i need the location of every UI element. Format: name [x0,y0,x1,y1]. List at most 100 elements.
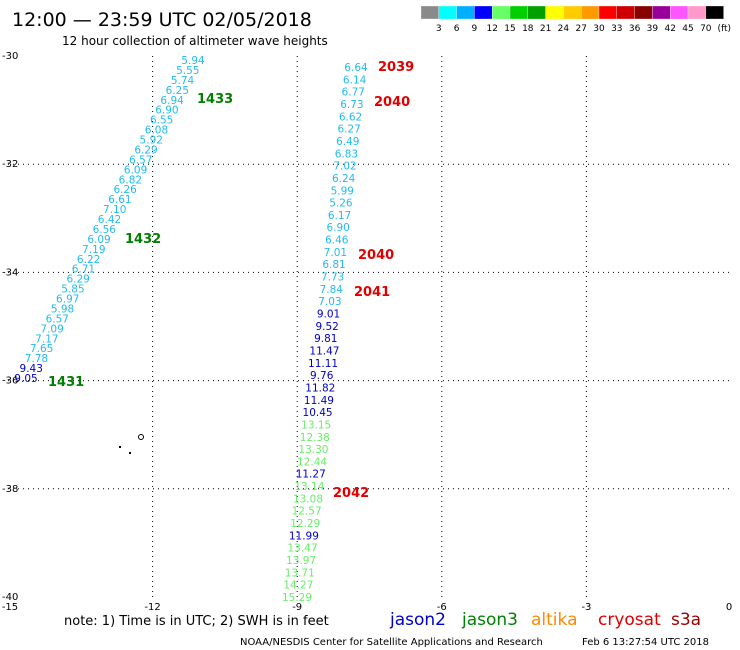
swh-reading: 7.84 [320,284,344,296]
colorbar-label: 9 [472,24,478,34]
swh-reading: 6.42 [98,214,121,226]
x-tick-label: -15 [2,602,18,613]
swh-reading: 6.49 [336,136,359,148]
colorbar-label: 30 [593,24,605,34]
swh-reading: 12.38 [300,432,330,444]
pass-time-label: 2039 [378,60,414,75]
swh-reading: 11.47 [309,345,339,357]
swh-reading: 5.98 [51,303,74,315]
swh-reading: 6.22 [77,254,100,266]
swh-reading: 6.82 [119,174,142,186]
swh-reading: 7.10 [103,204,126,216]
swh-reading: 6.46 [325,235,349,247]
satellite-legend: jason2 jason3 altika cryosat s3a [389,610,701,630]
y-tick-label: -40 [2,592,18,603]
pass-time-label: 2040 [358,248,394,263]
swh-reading: 7.02 [333,161,356,173]
swh-reading: 5.85 [61,284,84,296]
swh-reading: 13.47 [287,543,317,555]
colorbar-label: 3 [436,24,442,34]
swh-reading: 5.92 [140,135,163,147]
swh-reading: 13.97 [286,555,316,567]
swh-reading: 7.17 [35,333,58,345]
satellite-legend-item: cryosat [598,610,661,630]
pass-time-label: 2041 [354,285,390,300]
swh-reading: 7.73 [321,272,344,284]
swh-reading: 6.90 [326,222,349,234]
pass-time-label: 1432 [125,232,161,247]
satellite-legend-item: altika [531,610,578,630]
swh-reading: 6.94 [160,95,184,107]
swh-reading: 13.30 [298,444,328,456]
colorbar-swatch [545,5,564,20]
swh-reading: 13.08 [293,493,323,505]
colorbar-label: 42 [664,24,675,34]
swh-reading: 7.03 [318,296,341,308]
swh-reading: 11.27 [296,469,326,481]
colorbar-swatch [456,5,475,20]
pass-time-label: 2042 [333,486,369,501]
swh-reading: 13.14 [294,481,324,493]
swh-reading: 9.52 [315,321,338,333]
swh-reading: 5.55 [176,65,199,77]
swh-reading: 6.83 [335,148,358,160]
pass-time-label: 1433 [197,92,233,107]
colorbar-label: 6 [454,24,460,34]
swh-reading: 9.05 [14,373,37,385]
swh-reading: 6.56 [93,224,117,236]
colorbar-swatch [705,5,724,20]
colorbar-swatch [687,5,706,20]
swh-reading: 9.76 [310,370,334,382]
swh-reading: 6.77 [342,87,365,99]
swh-reading: 6.90 [155,105,178,117]
swh-reading: 6.62 [339,111,362,123]
swh-reading: 12.44 [297,456,327,468]
swh-reading: 7.65 [30,343,53,355]
swh-reading: 11.49 [304,395,334,407]
colorbar-swatch [652,5,671,20]
map-subtitle: 12 hour collection of altimeter wave hei… [62,34,328,48]
colorbar-label: 12 [486,24,497,34]
colorbar-swatch [670,5,689,20]
swh-reading: 12.57 [292,506,322,518]
colorbar-label: 70 [700,24,712,34]
colorbar-label: 21 [540,24,551,34]
pass-time-label: 1431 [48,375,84,390]
footer-note: note: 1) Time is in UTC; 2) SWH is in fe… [64,614,329,629]
colorbar-swatch [492,5,511,20]
satellite-legend-item: s3a [671,610,701,630]
pass-time-labels: 2039 2040 2040 2041 2042 1433 1432 1431 [48,60,414,501]
swh-reading: 11.82 [305,382,335,394]
swh-reading: 7.78 [25,353,48,365]
colorbar-swatch [581,5,600,20]
swh-reading: 6.09 [124,164,147,176]
swh-reading: 6.08 [145,125,168,137]
colorbar-swatch [563,5,582,20]
colorbar-legend: 3 6 9 12 15 18 21 24 27 30 33 36 39 42 45 70 (ft) [420,5,731,34]
pass-time-label: 2040 [374,95,410,110]
swh-reading: 6.24 [332,173,356,185]
colorbar-swatch [616,5,635,20]
swh-reading: 6.14 [343,74,367,86]
swh-reading: 11.99 [289,530,319,542]
swh-reading: 6.27 [337,124,360,136]
swh-reading: 6.57 [46,313,69,325]
colorbar-swatch [598,5,617,20]
y-tick-label: -38 [2,484,18,495]
colorbar-label: 27 [575,24,586,34]
colorbar-swatch [509,5,528,20]
swh-reading: 9.81 [314,333,337,345]
colorbar-label: 15 [504,24,515,34]
swh-reading: 9.01 [317,309,340,321]
colorbar-label: 18 [522,24,534,34]
swh-reading: 6.73 [340,99,363,111]
swh-reading: 6.97 [56,294,79,306]
colorbar-label: 24 [558,24,570,34]
swh-reading: 7.09 [40,323,63,335]
swh-reading: 12.29 [290,518,320,530]
swh-reading: 6.61 [108,194,131,206]
swh-reading: 6.81 [322,259,345,271]
track-left: 5.945.555.746.256.946.906.556.085.926.29… [14,55,205,385]
swh-reading: 7.19 [82,244,105,256]
